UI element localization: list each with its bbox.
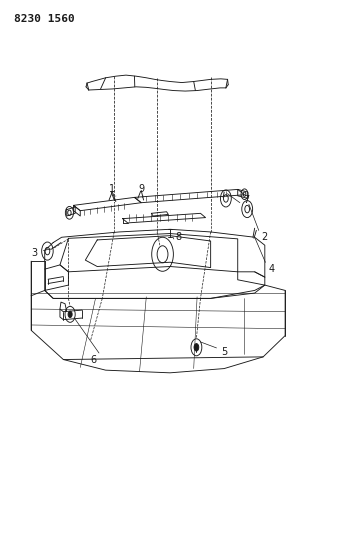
Circle shape <box>194 344 199 351</box>
Text: 9: 9 <box>138 184 144 195</box>
Text: 8230 1560: 8230 1560 <box>14 14 75 24</box>
Text: 1: 1 <box>109 184 116 195</box>
Text: 7: 7 <box>243 195 249 205</box>
Circle shape <box>68 311 72 318</box>
Text: 4: 4 <box>269 264 275 274</box>
Text: 8: 8 <box>175 232 182 243</box>
Text: 6: 6 <box>91 354 97 365</box>
Text: 5: 5 <box>221 346 227 357</box>
Text: 3: 3 <box>32 248 38 258</box>
Text: 2: 2 <box>262 232 268 243</box>
